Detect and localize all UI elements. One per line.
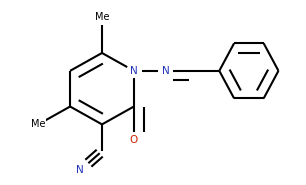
- Text: N: N: [130, 66, 138, 76]
- Text: N: N: [162, 66, 170, 76]
- Text: Me: Me: [31, 119, 46, 129]
- Text: Me: Me: [95, 12, 109, 22]
- Text: O: O: [130, 135, 138, 145]
- Text: N: N: [76, 165, 84, 175]
